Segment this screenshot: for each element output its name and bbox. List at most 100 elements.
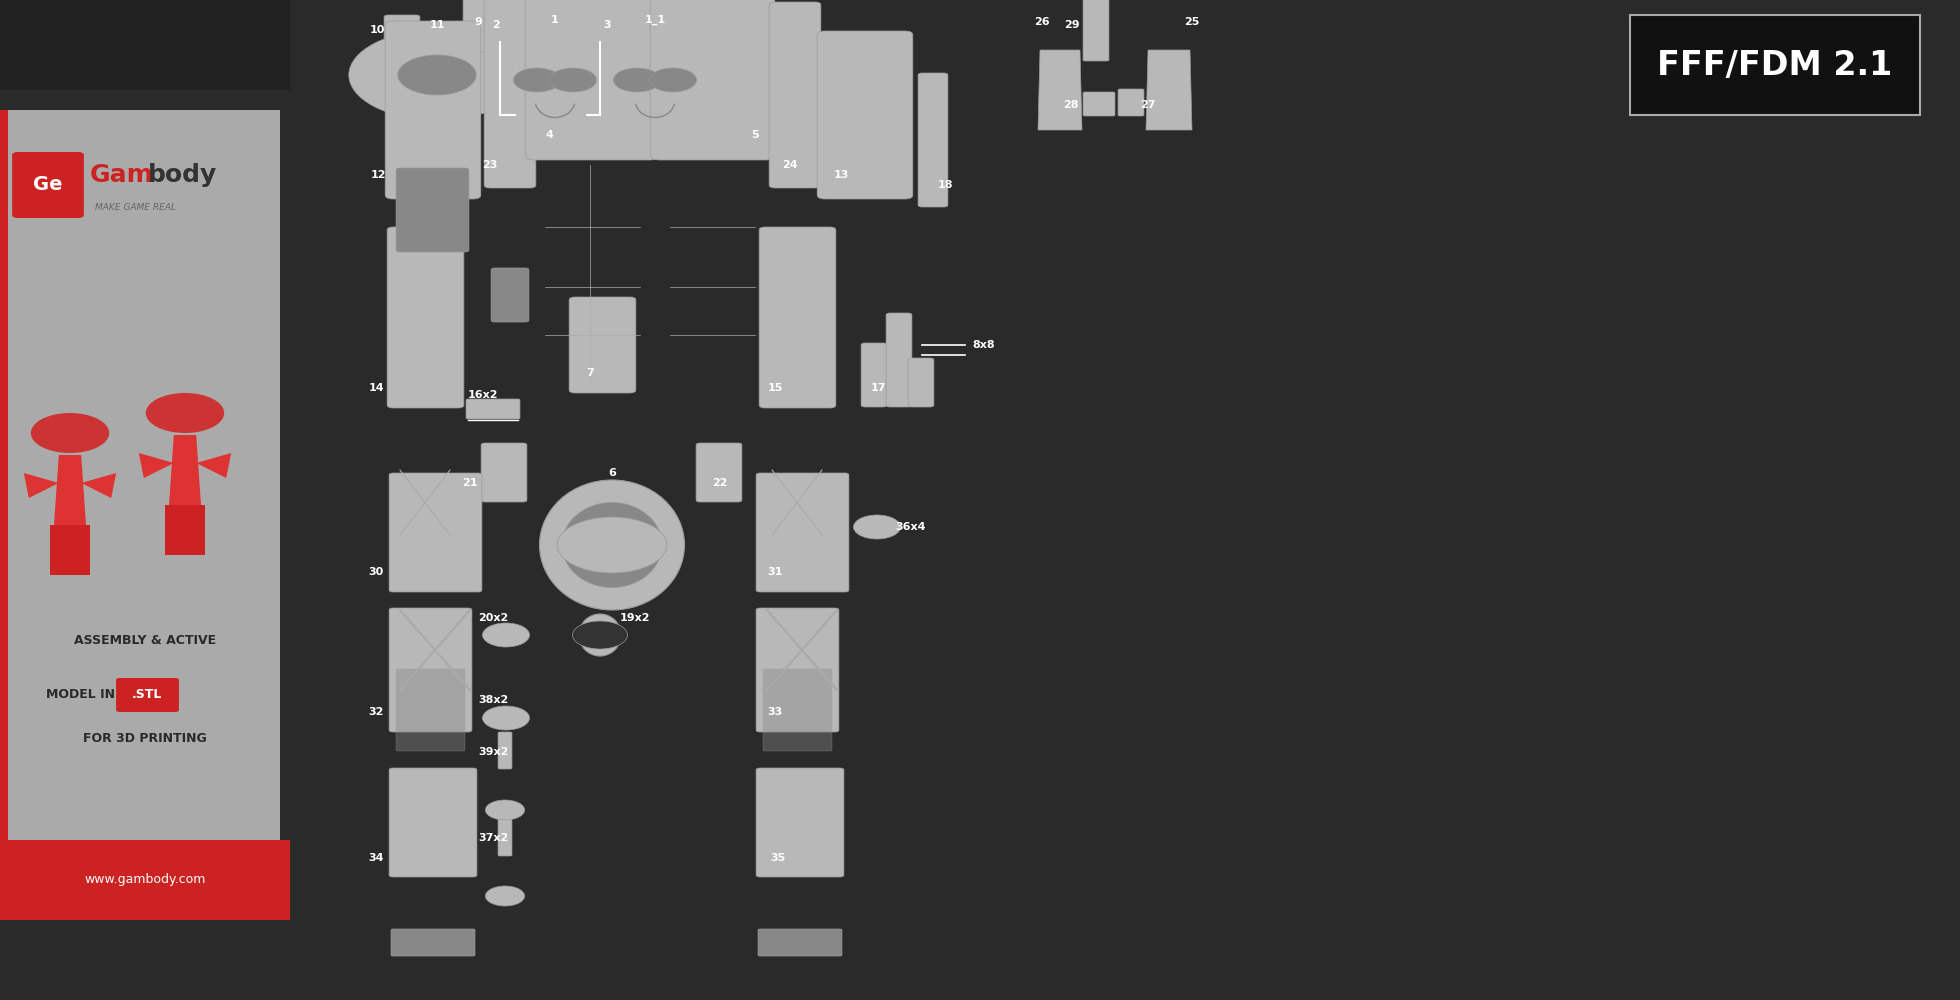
Text: 30: 30 [368,567,384,577]
Circle shape [649,68,696,92]
Text: 11: 11 [429,20,445,30]
Text: 10: 10 [368,25,384,35]
Polygon shape [1039,50,1082,130]
FancyBboxPatch shape [498,819,512,856]
FancyBboxPatch shape [51,525,90,575]
Circle shape [486,800,525,820]
FancyBboxPatch shape [390,768,476,877]
FancyBboxPatch shape [696,443,743,502]
Text: 17: 17 [870,383,886,393]
Text: .STL: .STL [131,688,163,702]
Text: FOR 3D PRINTING: FOR 3D PRINTING [82,732,208,744]
FancyBboxPatch shape [12,152,84,218]
Text: 26: 26 [1035,17,1051,27]
FancyBboxPatch shape [651,0,774,160]
FancyBboxPatch shape [466,399,519,419]
FancyBboxPatch shape [886,313,911,407]
FancyBboxPatch shape [817,31,913,199]
Circle shape [482,706,529,730]
Text: 4: 4 [545,130,553,140]
FancyBboxPatch shape [492,268,529,322]
Text: 21: 21 [463,478,478,488]
FancyBboxPatch shape [498,732,512,769]
Text: 12: 12 [370,170,386,180]
Text: 2: 2 [492,20,500,30]
FancyBboxPatch shape [757,608,839,732]
Text: 37x2: 37x2 [478,833,508,843]
Text: 6: 6 [608,468,615,478]
FancyBboxPatch shape [386,21,480,199]
Text: 14: 14 [368,383,384,393]
FancyBboxPatch shape [390,473,482,592]
Circle shape [853,515,900,539]
FancyBboxPatch shape [116,678,178,712]
Text: 31: 31 [766,567,782,577]
Text: 32: 32 [368,707,384,717]
Polygon shape [196,453,231,478]
FancyBboxPatch shape [917,73,949,207]
FancyBboxPatch shape [1084,92,1115,116]
Polygon shape [55,455,86,525]
Text: 35: 35 [770,853,786,863]
Text: 9: 9 [474,17,482,27]
Text: ASSEMBLY & ACTIVE: ASSEMBLY & ACTIVE [74,634,216,647]
Bar [0,110,8,920]
Text: www.gambody.com: www.gambody.com [84,874,206,886]
Circle shape [549,68,596,92]
Circle shape [482,623,529,647]
Text: 15: 15 [766,383,782,393]
Circle shape [398,55,476,95]
Text: 19x2: 19x2 [619,613,651,623]
Bar [6,110,280,920]
Circle shape [572,621,627,649]
FancyBboxPatch shape [480,443,527,502]
FancyBboxPatch shape [757,473,849,592]
Text: 25: 25 [1184,17,1200,27]
Bar [0,840,290,920]
FancyBboxPatch shape [768,2,821,188]
FancyBboxPatch shape [757,768,845,877]
Text: 22: 22 [711,478,727,488]
FancyBboxPatch shape [860,343,888,407]
Text: 23: 23 [482,160,498,170]
Polygon shape [24,473,59,498]
Text: 27: 27 [1141,100,1156,110]
FancyBboxPatch shape [165,505,206,555]
Text: 1: 1 [551,15,559,25]
FancyBboxPatch shape [759,929,843,956]
Bar [1631,15,1921,115]
FancyBboxPatch shape [759,227,835,408]
Circle shape [557,517,666,573]
Text: 20x2: 20x2 [478,613,508,623]
Text: Gam: Gam [90,163,155,187]
FancyBboxPatch shape [384,15,419,59]
FancyBboxPatch shape [568,297,635,393]
Text: 34: 34 [368,853,384,863]
Ellipse shape [539,480,684,610]
FancyBboxPatch shape [1117,89,1145,116]
Text: 8x8: 8x8 [972,340,994,350]
Ellipse shape [563,502,662,588]
Text: 36x4: 36x4 [896,522,925,532]
Circle shape [349,30,525,120]
Text: 39x2: 39x2 [478,747,508,757]
Circle shape [145,393,223,433]
FancyBboxPatch shape [390,608,472,732]
Text: 33: 33 [768,707,782,717]
FancyBboxPatch shape [1084,0,1109,61]
Text: 16x2: 16x2 [468,390,498,400]
FancyBboxPatch shape [463,0,492,52]
Text: 5: 5 [751,130,759,140]
Text: 18: 18 [937,180,953,190]
Text: 7: 7 [586,368,594,378]
Text: MAKE GAME REAL: MAKE GAME REAL [94,204,176,213]
Ellipse shape [619,35,690,140]
FancyBboxPatch shape [762,669,831,751]
Polygon shape [139,453,174,478]
Text: 1_1: 1_1 [645,15,666,25]
Text: 29: 29 [1064,20,1080,30]
Text: 28: 28 [1062,100,1078,110]
Ellipse shape [519,35,590,140]
Bar [0,0,290,90]
FancyBboxPatch shape [396,168,468,252]
